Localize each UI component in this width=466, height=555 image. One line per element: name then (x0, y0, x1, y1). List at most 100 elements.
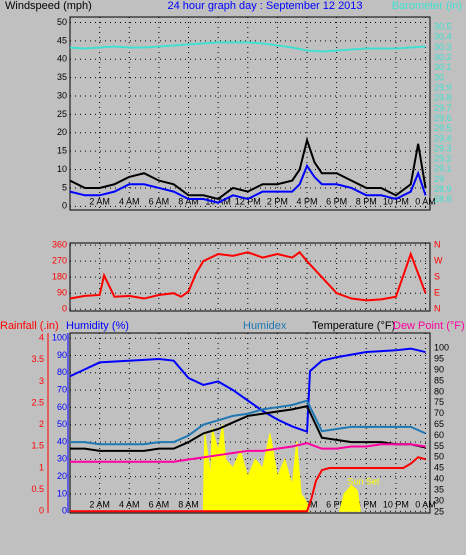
series-line (69, 136, 427, 201)
y2-tick-label: 40 (434, 474, 444, 484)
y2-tick-label: 29.7 (434, 103, 452, 113)
y-tick-label: 70 (57, 384, 67, 394)
x-tick-label: 10 PM (383, 196, 409, 206)
y2-tick-label: 29 (434, 174, 444, 184)
sun-area (202, 424, 310, 512)
y2-tick-label: 29.9 (434, 82, 452, 92)
series-name: Humidex (243, 320, 287, 332)
y3-tick-label: 4 (39, 333, 44, 343)
x-tick-label: 4 PM (297, 196, 318, 206)
x-tick-label: 12 PM (235, 196, 261, 206)
y3-tick-label: 0.5 (31, 484, 44, 494)
y2-tick-label: 29.4 (434, 133, 452, 143)
y2-tick-label: 30.4 (434, 32, 452, 42)
annotation: Sun Set (347, 476, 380, 486)
x-tick-label: 10 PM (383, 499, 409, 509)
y3-tick-label: 1.5 (31, 441, 44, 451)
x-tick-label: 4 AM (119, 499, 140, 509)
y3-tick-label: 3.5 (31, 354, 44, 364)
y-tick-label: 0 (62, 201, 67, 211)
x-tick-label: 4 AM (119, 196, 140, 206)
y3-tick-label: 0 (39, 506, 44, 516)
y-tick-label: 50 (57, 419, 67, 429)
y2-tick-label: 75 (434, 397, 444, 407)
y2-tick-label: 30 (434, 72, 444, 82)
series-name: Temperature (°F) (312, 320, 395, 332)
series-name: Dew Point (°F) (393, 320, 465, 332)
y-tick-label: 0 (62, 506, 67, 516)
series-name: Humidity (%) (66, 320, 129, 332)
y2-tick-label: 50 (434, 452, 444, 462)
y2-tick-label: 29.5 (434, 123, 452, 133)
x-tick-label: 8 PM (356, 499, 377, 509)
y2-tick-label: 25 (434, 506, 444, 516)
y-tick-label: 90 (57, 288, 67, 298)
y2-tick-label: E (434, 288, 440, 298)
y2-tick-label: 29.2 (434, 154, 452, 164)
y2-tick-label: W (434, 256, 443, 266)
x-tick-label: 10 AM (205, 196, 231, 206)
y-tick-label: 30 (57, 454, 67, 464)
y-tick-label: 25 (57, 109, 67, 119)
x-tick-label: 6 AM (149, 499, 170, 509)
y2-tick-label: S (434, 272, 440, 282)
y2-tick-label: 30.2 (434, 52, 452, 62)
y2-tick-label: 45 (434, 463, 444, 473)
y2-tick-label: N (434, 304, 441, 314)
y2-tick-label: N (434, 240, 441, 250)
y2-tick-label: 90 (434, 364, 444, 374)
y2-tick-label: 70 (434, 408, 444, 418)
y-tick-label: 270 (52, 256, 67, 266)
x-tick-label: 8 AM (178, 196, 199, 206)
series-name: Rainfall (.in) (0, 320, 59, 332)
series-line (70, 442, 426, 463)
y-tick-label: 40 (57, 54, 67, 64)
y-tick-label: 10 (57, 488, 67, 498)
y2-tick-label: 30.3 (434, 42, 452, 52)
series-line (69, 347, 426, 434)
series-line (69, 41, 426, 53)
series-line (70, 456, 426, 513)
y2-tick-label: 29.3 (434, 143, 452, 153)
series-line (69, 250, 427, 302)
y-tick-label: 10 (57, 164, 67, 174)
y2-tick-label: 100 (434, 343, 449, 353)
y2-tick-label: 29.8 (434, 93, 452, 103)
series-line (70, 404, 426, 452)
x-tick-label: 2 PM (267, 196, 288, 206)
wind-axis-title: Windspeed (mph) (5, 0, 92, 12)
y3-tick-label: 1 (39, 462, 44, 472)
series-line (70, 399, 426, 446)
y-tick-label: 90 (57, 350, 67, 360)
y-tick-label: 60 (57, 402, 67, 412)
y3-tick-label: 2.5 (31, 397, 44, 407)
sun-area (338, 484, 361, 512)
y2-tick-label: 95 (434, 354, 444, 364)
y2-tick-label: 30.5 (434, 22, 452, 32)
y-tick-label: 30 (57, 90, 67, 100)
x-tick-label: 0 AM (415, 499, 436, 509)
y2-tick-label: 28.8 (434, 194, 452, 204)
y-tick-label: 360 (52, 240, 67, 250)
y2-tick-label: 35 (434, 484, 444, 494)
y-tick-label: 180 (52, 272, 67, 282)
y-tick-label: 45 (57, 35, 67, 45)
x-tick-label: 0 AM (415, 196, 436, 206)
x-tick-label: 8 AM (178, 499, 199, 509)
x-tick-label: 2 AM (89, 196, 110, 206)
y2-tick-label: 85 (434, 375, 444, 385)
y2-tick-label: 65 (434, 419, 444, 429)
y-tick-label: 20 (57, 127, 67, 137)
annotation: Sun (209, 476, 225, 486)
y2-tick-label: 29.6 (434, 113, 452, 123)
y2-tick-label: 60 (434, 430, 444, 440)
y2-tick-label: 30.1 (434, 62, 452, 72)
y-tick-label: 5 (62, 182, 67, 192)
chart-title: 24 hour graph day : September 12 2013 (167, 0, 362, 12)
y3-tick-label: 2 (39, 419, 44, 429)
x-tick-label: 6 PM (326, 196, 347, 206)
y2-tick-label: 30 (434, 495, 444, 505)
x-tick-label: 8 PM (356, 196, 377, 206)
y-tick-label: 0 (62, 304, 67, 314)
